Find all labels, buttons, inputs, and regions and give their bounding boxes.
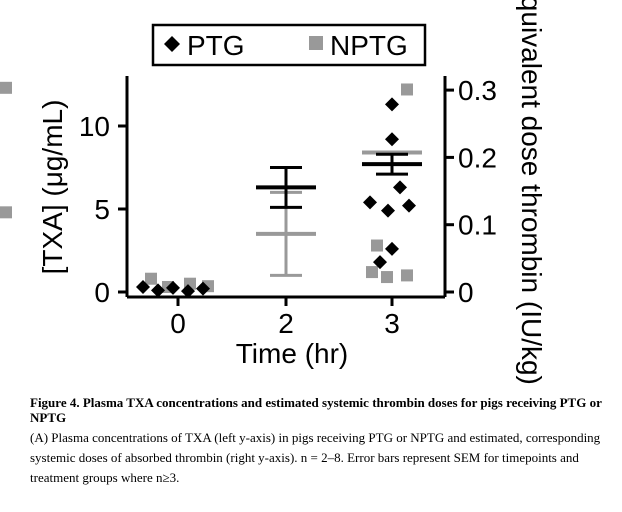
x-tick-label: 3: [384, 308, 400, 339]
ptg-point: [373, 255, 387, 270]
ptg-point: [181, 284, 195, 299]
legend: PTG NPTG: [151, 23, 427, 67]
nptg-point: [381, 271, 393, 284]
ptg-point: [385, 97, 399, 112]
left-y-ticks: 0 5 10: [79, 111, 127, 308]
left-y-tick-label: 5: [94, 194, 110, 225]
ptg-point: [393, 180, 407, 195]
legend-diamond-marker: [164, 36, 180, 52]
ptg-point: [196, 281, 210, 296]
legend-box: [151, 23, 427, 67]
ptg-point: [363, 195, 377, 210]
legend-label-ptg: PTG: [187, 30, 245, 61]
caption-title: Figure 4. Plasma TXA concentrations and …: [30, 395, 602, 425]
ptg-point: [385, 241, 399, 256]
right-y-ticks: 0 0.1 0.2 0.3: [445, 75, 497, 308]
nptg-point: [145, 272, 157, 285]
right-y-tick-label: 0.2: [458, 142, 497, 173]
left-y-tick-label: 10: [79, 111, 110, 142]
x-ticks: 0 2 3: [170, 297, 400, 339]
legend-label-nptg: NPTG: [330, 30, 408, 61]
right-y-tick-label: 0: [458, 277, 474, 308]
x-tick-label: 2: [278, 308, 294, 339]
nptg-point: [401, 83, 413, 96]
figure-caption: Figure 4. Plasma TXA concentrations and …: [30, 395, 605, 488]
nptg-point: [371, 239, 383, 252]
ptg-point: [385, 132, 399, 147]
x-axis-title: Time (hr): [236, 338, 349, 369]
ptg-point: [136, 280, 150, 295]
right-y-tick-label: 0.3: [458, 75, 497, 106]
right-y-axis-title: Equivalent dose thrombin (IU/kg): [516, 0, 547, 385]
ptg-point: [151, 283, 165, 298]
data-marks: [0, 81, 422, 299]
caption-body: (A) Plasma concentrations of TXA (left y…: [30, 430, 601, 485]
ptg-point: [381, 203, 395, 218]
right-y-tick-label: 0.1: [458, 210, 497, 241]
nptg-point: [0, 81, 12, 94]
left-y-tick-label: 0: [94, 277, 110, 308]
nptg-point: [366, 266, 378, 279]
ptg-point: [402, 198, 416, 213]
nptg-point: [401, 269, 413, 282]
chart: PTG NPTG 0 5 10 0 0.1 0.2 0.3 0 2 3 Time (hr) […: [0, 0, 547, 385]
ptg-point: [166, 280, 180, 295]
nptg-point: [0, 206, 12, 219]
x-tick-label: 0: [170, 308, 186, 339]
left-y-axis-title: [TXA] (μg/mL): [37, 100, 68, 275]
legend-square-marker: [309, 36, 323, 50]
